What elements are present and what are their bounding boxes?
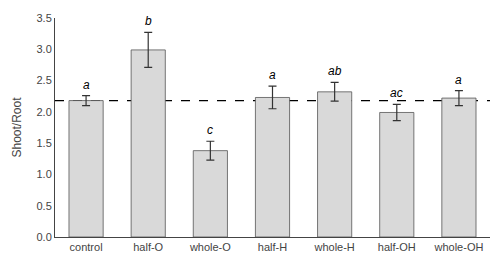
svg-text:0.0: 0.0 xyxy=(37,231,52,243)
svg-text:whole-OH: whole-OH xyxy=(433,241,483,253)
svg-text:whole-H: whole-H xyxy=(313,241,354,253)
svg-text:a: a xyxy=(269,68,276,82)
svg-text:a: a xyxy=(455,73,462,87)
svg-text:1.0: 1.0 xyxy=(37,168,52,180)
svg-text:half-O: half-O xyxy=(133,241,163,253)
svg-text:half-OH: half-OH xyxy=(378,241,416,253)
svg-text:ac: ac xyxy=(390,86,403,100)
svg-text:control: control xyxy=(70,241,103,253)
svg-text:2.0: 2.0 xyxy=(37,106,52,118)
svg-text:0.5: 0.5 xyxy=(37,200,52,212)
svg-text:half-H: half-H xyxy=(258,241,287,253)
svg-text:1.5: 1.5 xyxy=(37,137,52,149)
svg-text:whole-O: whole-O xyxy=(189,241,231,253)
svg-text:3.0: 3.0 xyxy=(37,43,52,55)
svg-text:3.5: 3.5 xyxy=(37,12,52,24)
svg-text:c: c xyxy=(207,123,213,137)
svg-text:ab: ab xyxy=(328,64,342,78)
svg-text:b: b xyxy=(145,14,152,28)
svg-text:2.5: 2.5 xyxy=(37,74,52,86)
svg-text:Shoot/Root: Shoot/Root xyxy=(10,97,24,158)
svg-text:a: a xyxy=(83,78,90,92)
